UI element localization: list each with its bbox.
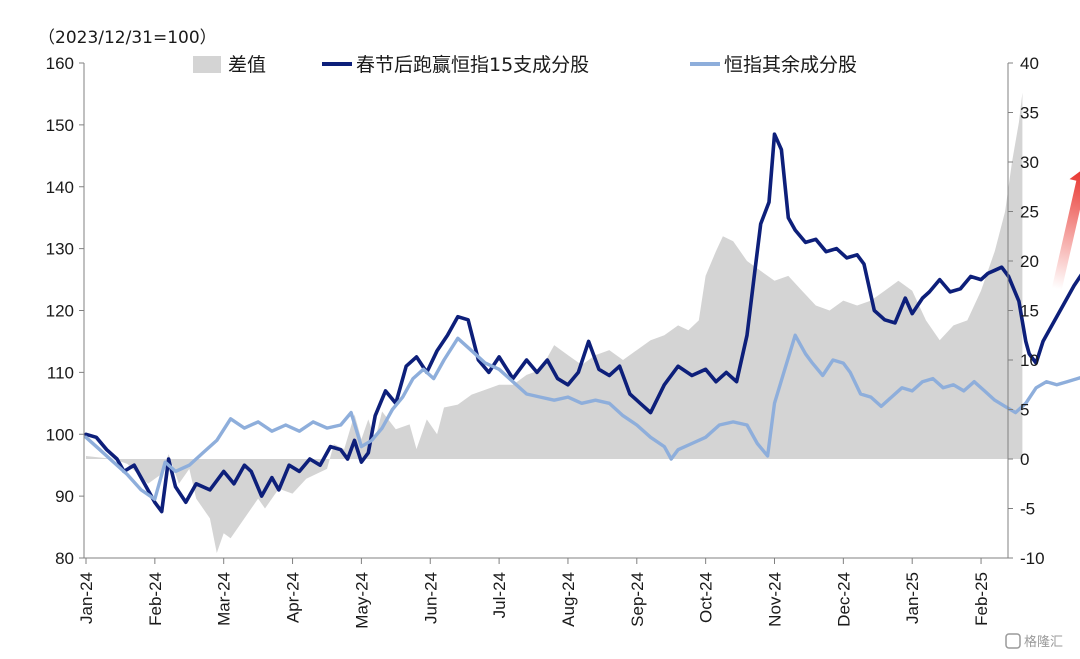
series-line-2 <box>84 333 1080 501</box>
x-tick-label: Feb-25 <box>972 572 991 626</box>
x-tick-label: Jan-24 <box>77 572 96 624</box>
legend: 差值 春节后跑赢恒指15支成分股 恒指其余成分股 <box>193 54 857 76</box>
x-tick-label: Jan-25 <box>903 572 922 624</box>
legend-label-others: 恒指其余成分股 <box>724 54 857 76</box>
left-tick-label: 160 <box>46 54 74 73</box>
series-area-0 <box>86 92 1023 553</box>
left-tick-label: 80 <box>55 549 74 568</box>
right-tick-label: 20 <box>1020 252 1039 271</box>
x-tick-label: Jun-24 <box>421 572 440 624</box>
x-tick-label: Apr-24 <box>284 572 303 623</box>
left-tick-label: 150 <box>46 116 74 135</box>
annotation-layer <box>1051 168 1080 290</box>
watermark-text: 格隆汇 <box>1024 634 1063 650</box>
right-tick-label: 0 <box>1020 450 1029 469</box>
legend-swatch-diff <box>193 56 221 73</box>
x-tick-label: Nov-24 <box>766 572 785 627</box>
trend-arrow <box>1051 168 1080 290</box>
x-tick-label: Oct-24 <box>697 572 716 623</box>
x-tick-label: Jul-24 <box>490 572 509 618</box>
right-tick-label: 15 <box>1020 302 1039 321</box>
left-tick-label: 100 <box>46 425 74 444</box>
line-layer <box>84 132 1080 514</box>
x-tick-label: Sep-24 <box>628 572 647 627</box>
right-tick-label: 25 <box>1020 203 1039 222</box>
right-tick-label: 30 <box>1020 153 1039 172</box>
ticks-layer: 80 90 100 110 120 130 140 150 160 -10 -5 0 5 10 15 20 25… <box>46 54 1045 629</box>
left-tick-label: 120 <box>46 302 74 321</box>
left-tick-label: 90 <box>55 487 74 506</box>
watermark: 格隆汇 <box>1005 633 1063 650</box>
unit-label: （2023/12/31=100） <box>38 28 217 48</box>
left-tick-label: 140 <box>46 178 74 197</box>
right-tick-label: 40 <box>1020 54 1039 73</box>
x-tick-label: May-24 <box>352 572 371 629</box>
right-tick-label: 35 <box>1020 104 1039 123</box>
right-tick-label: 5 <box>1020 401 1029 420</box>
x-tick-label: Aug-24 <box>559 572 578 627</box>
right-tick-label: -10 <box>1020 549 1045 568</box>
area-layer <box>86 92 1023 553</box>
x-tick-label: Dec-24 <box>834 572 853 627</box>
x-tick-label: Mar-24 <box>215 572 234 626</box>
left-tick-label: 110 <box>47 363 74 382</box>
trend-arrow-shape <box>1051 168 1080 290</box>
legend-label-diff: 差值 <box>228 54 266 76</box>
x-tick-label: Feb-24 <box>146 572 165 626</box>
left-tick-label: 130 <box>46 240 74 259</box>
watermark-logo-icon <box>1005 633 1021 649</box>
right-tick-label: -5 <box>1020 500 1035 519</box>
series-line-1 <box>84 132 1080 514</box>
right-tick-label: 10 <box>1020 351 1039 370</box>
legend-label-winners: 春节后跑赢恒指15支成分股 <box>356 54 589 76</box>
